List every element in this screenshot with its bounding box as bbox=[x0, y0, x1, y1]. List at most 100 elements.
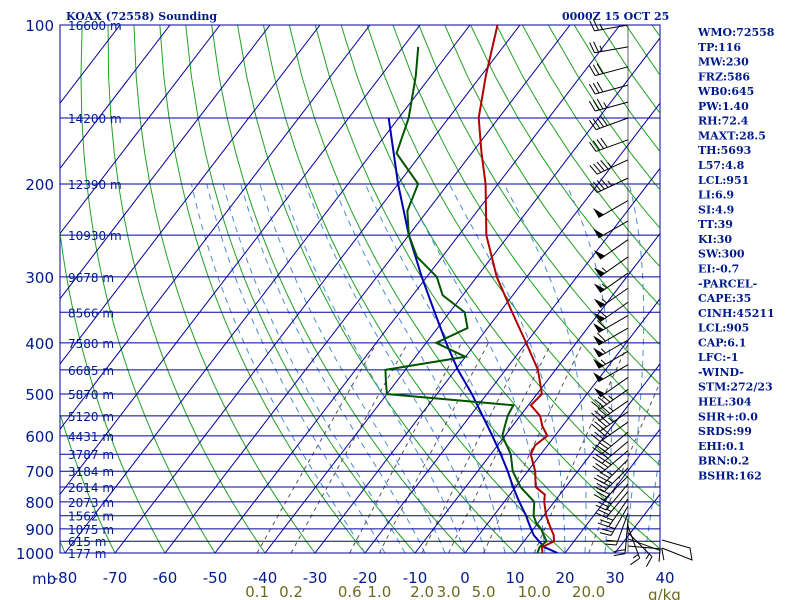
barb-pennant bbox=[593, 358, 604, 369]
wind-barb bbox=[589, 19, 629, 32]
isotherm-line bbox=[60, 25, 421, 496]
wind-barb bbox=[593, 364, 629, 383]
moist-adiabat-line bbox=[644, 449, 660, 553]
wind-barb bbox=[593, 475, 629, 501]
barb-flag bbox=[589, 183, 598, 193]
barb-staff bbox=[603, 459, 629, 484]
isotherm-line bbox=[264, 37, 660, 553]
wind-barb bbox=[613, 519, 629, 557]
barb-half-flag bbox=[608, 395, 614, 401]
wind-barb bbox=[627, 526, 641, 566]
wind-barb bbox=[627, 532, 653, 567]
barb-flag bbox=[593, 485, 605, 493]
height-label: 2614 m bbox=[68, 481, 114, 495]
barb-staff bbox=[599, 421, 629, 442]
isotherms bbox=[60, 25, 660, 553]
barb-flag bbox=[595, 463, 606, 471]
isotherm-line bbox=[364, 167, 660, 553]
barb-flag bbox=[600, 160, 609, 170]
wind-barb bbox=[593, 200, 629, 218]
mixing-ratio-line bbox=[290, 342, 409, 553]
index-line: SW:300 bbox=[698, 248, 745, 261]
index-line: BRN:0.2 bbox=[698, 455, 749, 468]
height-labels: 16600 m 14200 m 12390 m 10930 m 9678 m 8566 m… bbox=[68, 19, 122, 561]
isotherm-line bbox=[214, 25, 621, 553]
barb-flag bbox=[589, 120, 597, 130]
temperature-labels: -80 -70 -60 -50 -40 -30 -20 -10 0 10 20 30 40 bbox=[53, 569, 675, 587]
barb-half-flag bbox=[632, 554, 639, 559]
wind-barb bbox=[591, 389, 629, 410]
wind-barb bbox=[593, 220, 629, 239]
index-line: HEL:304 bbox=[698, 396, 752, 409]
wind-barb bbox=[593, 339, 629, 358]
mixing-ratio-line bbox=[349, 342, 462, 553]
barb-flag bbox=[593, 477, 605, 484]
wind-barb bbox=[627, 545, 665, 561]
moist-adiabats bbox=[190, 183, 660, 553]
barb-flag bbox=[593, 41, 599, 53]
barb-flag bbox=[596, 180, 605, 190]
barb-flag bbox=[597, 408, 608, 417]
barb-flag bbox=[596, 474, 608, 482]
barb-staff bbox=[627, 526, 641, 559]
barb-half-flag bbox=[600, 348, 606, 354]
height-label: 10930 m bbox=[68, 229, 122, 243]
barb-half-flag bbox=[645, 553, 650, 560]
wind-barb bbox=[589, 115, 629, 131]
barb-flag bbox=[591, 433, 601, 442]
temperature-tick-label: -60 bbox=[153, 569, 178, 587]
barb-flag bbox=[591, 423, 601, 432]
barb-flag bbox=[595, 444, 606, 452]
index-line: BSHR:162 bbox=[698, 469, 762, 482]
index-line: MW:230 bbox=[698, 56, 749, 69]
barb-staff bbox=[599, 400, 629, 421]
mixing-ratio-tick-label: 2.0 bbox=[410, 583, 434, 600]
pressure-label: 1000 bbox=[16, 545, 54, 563]
index-line: EHI:0.1 bbox=[698, 440, 745, 453]
index-line: LFC:-1 bbox=[698, 351, 739, 364]
pressure-labels: 100 200 300 400 500 600 700 800 900 1000 bbox=[16, 17, 54, 563]
index-line: SHR+:0.0 bbox=[698, 410, 758, 423]
moist-adiabat-line bbox=[259, 183, 446, 553]
barb-pennant bbox=[593, 267, 606, 277]
barb-flag bbox=[592, 118, 601, 129]
wind-barb bbox=[588, 98, 629, 112]
barb-flag bbox=[597, 522, 609, 528]
wind-barb bbox=[588, 81, 629, 95]
height-label: 6685 m bbox=[68, 364, 114, 378]
pressure-label: 400 bbox=[25, 335, 54, 353]
wind-barb bbox=[589, 137, 629, 152]
isotherm-line bbox=[514, 363, 660, 553]
barb-flag bbox=[593, 181, 602, 192]
index-line: SI:4.9 bbox=[698, 203, 734, 216]
barb-staff bbox=[624, 519, 629, 554]
height-label: 615 m bbox=[68, 535, 106, 549]
temperature-tick-label: 40 bbox=[655, 569, 674, 587]
barb-flag bbox=[592, 446, 603, 455]
barb-half-flag bbox=[607, 517, 614, 521]
pressure-label: 200 bbox=[25, 176, 54, 194]
wind-barb bbox=[593, 256, 629, 277]
index-line: RH:72.4 bbox=[698, 115, 749, 128]
temperature-tick-label: 20 bbox=[555, 569, 574, 587]
height-label: 2073 m bbox=[68, 496, 114, 510]
isotherm-line bbox=[60, 25, 171, 170]
isotherm-line bbox=[60, 25, 371, 430]
wind-barb bbox=[593, 272, 629, 293]
wind-barb bbox=[593, 377, 629, 398]
barb-staff bbox=[610, 505, 629, 536]
barb-staff bbox=[595, 66, 629, 77]
temperature-tick-label: -70 bbox=[103, 569, 128, 587]
moist-adiabat-line bbox=[190, 183, 366, 553]
barb-flag bbox=[598, 509, 609, 516]
barb-staff bbox=[615, 512, 629, 546]
wind-barb bbox=[593, 467, 629, 493]
wind-barb bbox=[593, 287, 629, 309]
mixing-ratio-tick-label: 10.0 bbox=[518, 583, 551, 600]
barb-staff bbox=[603, 467, 629, 493]
barb-staff bbox=[601, 431, 629, 455]
barb-flag bbox=[594, 421, 604, 430]
barb-pennant bbox=[593, 312, 606, 322]
barb-staff bbox=[627, 545, 662, 550]
